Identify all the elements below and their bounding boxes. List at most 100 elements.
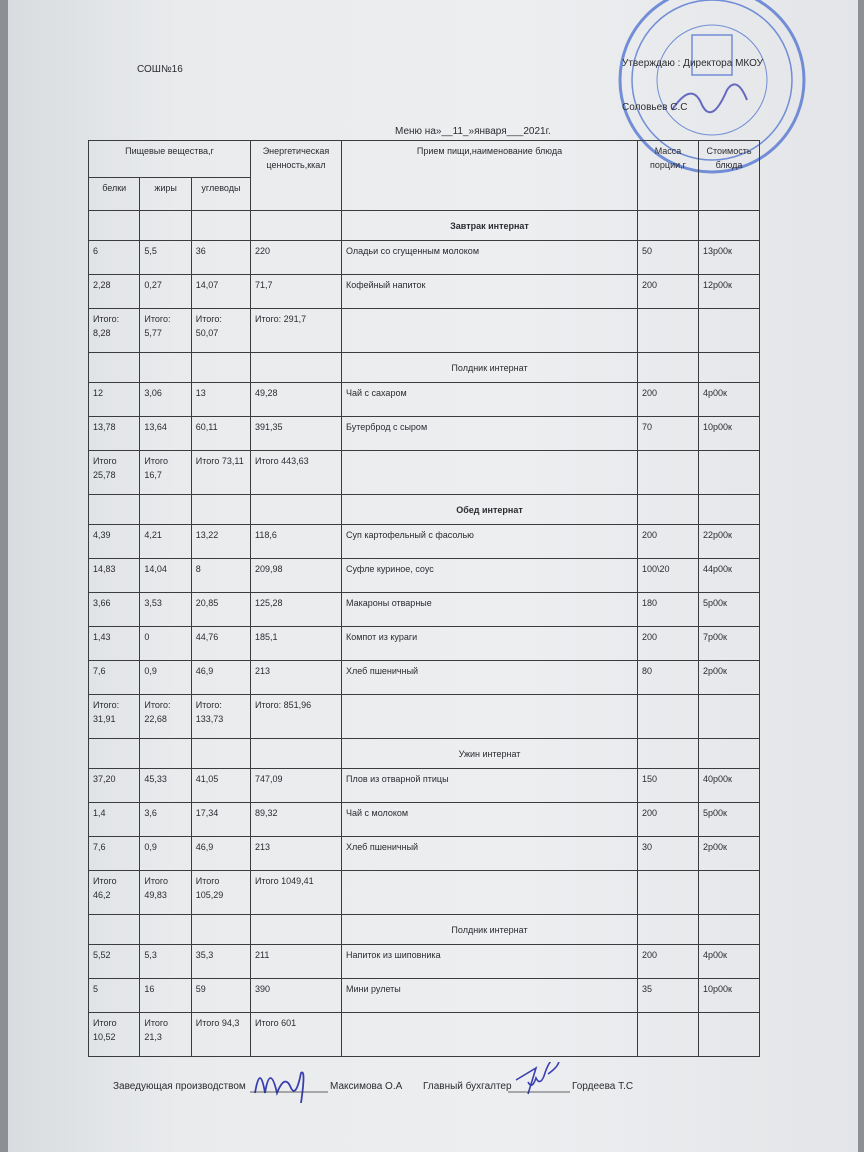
fat-cell: Итого: 22,68 bbox=[139, 694, 192, 739]
table-row: 4,39 4,21 13,22 118,6 Суп картофельный с фас… bbox=[87, 524, 760, 559]
cost-cell: 10р00к bbox=[698, 978, 760, 1013]
protein-cell: 37,20 bbox=[87, 768, 141, 803]
total-row: Итого: 31,91 Итого: 22,68 Итого: 133,73 Ито… bbox=[87, 694, 760, 739]
fat-cell: Итого 49,83 bbox=[139, 870, 192, 915]
protein-cell: Итого 46,2 bbox=[87, 870, 141, 915]
cost-cell: 4р00к bbox=[698, 382, 760, 417]
total-row: Итого 25,78 Итого 16,7 Итого 73,11 Итого 44… bbox=[87, 450, 760, 495]
accountant-label: Главный бухгалтер bbox=[423, 1081, 512, 1092]
empty-cell bbox=[139, 494, 192, 525]
carbs-cell: 46,9 bbox=[190, 836, 252, 871]
energy-cell: 118,6 bbox=[250, 524, 342, 559]
table-row: 12 3,06 13 49,28 Чай с сахаром 200 4р00к bbox=[87, 382, 760, 417]
dish-cell: Полдник интернат bbox=[341, 914, 638, 945]
page-title: Меню на»__11_»января___2021г. bbox=[395, 126, 551, 137]
energy-cell: 209,98 bbox=[250, 558, 342, 593]
header-cost: Стоимость блюда bbox=[698, 140, 760, 211]
carbs-cell: 35,3 bbox=[190, 944, 252, 979]
carbs-cell: 46,9 bbox=[190, 660, 252, 695]
table-row: 1,43 0 44,76 185,1 Компот из кураги 200 7р00к bbox=[87, 626, 760, 661]
fat-cell: 14,04 bbox=[139, 558, 192, 593]
table-row: 3,66 3,53 20,85 125,28 Макароны отварные 180 5… bbox=[87, 592, 760, 627]
empty-cell bbox=[250, 494, 342, 525]
mass-cell: 150 bbox=[637, 768, 699, 803]
table-row: 7,6 0,9 46,9 213 Хлеб пшеничный 30 2р00к bbox=[87, 836, 760, 871]
energy-cell: 213 bbox=[250, 660, 342, 695]
fat-cell: 5,3 bbox=[139, 944, 192, 979]
carbs-cell: 20,85 bbox=[190, 592, 252, 627]
protein-cell: Итого: 8,28 bbox=[87, 308, 141, 353]
cost-cell: 13р00к bbox=[698, 240, 760, 275]
energy-cell: 747,09 bbox=[250, 768, 342, 803]
energy-cell: Итого: 851,96 bbox=[250, 694, 342, 739]
section-row: Обед интернат bbox=[87, 494, 760, 525]
mass-cell: 200 bbox=[637, 524, 699, 559]
cost-cell: 2р00к bbox=[698, 836, 760, 871]
table-row: 37,20 45,33 41,05 747,09 Плов из отварной пт… bbox=[87, 768, 760, 803]
carbs-cell: Итого 105,29 bbox=[190, 870, 252, 915]
dish-cell: Кофейный напиток bbox=[341, 274, 638, 309]
fat-cell: 0,9 bbox=[139, 836, 192, 871]
fat-cell: Итого 21,3 bbox=[139, 1012, 192, 1057]
total-row: Итого: 8,28 Итого: 5,77 Итого: 50,07 Итого:… bbox=[87, 308, 760, 353]
empty-cell bbox=[190, 352, 252, 383]
table-row: 13,78 13,64 60,11 391,35 Бутерброд с сыром 70… bbox=[87, 416, 760, 451]
empty-cell bbox=[139, 738, 192, 769]
dish-cell: Бутерброд с сыром bbox=[341, 416, 638, 451]
carbs-cell: 13 bbox=[190, 382, 252, 417]
carbs-cell: 17,34 bbox=[190, 802, 252, 837]
total-row: Итого 10,52 Итого 21,3 Итого 94,3 Итого 601 bbox=[87, 1012, 760, 1057]
protein-cell: 3,66 bbox=[87, 592, 141, 627]
empty-cell bbox=[698, 210, 760, 241]
empty-cell bbox=[87, 210, 141, 241]
energy-cell: 390 bbox=[250, 978, 342, 1013]
carbs-cell: Итого 73,11 bbox=[190, 450, 252, 495]
fat-cell: 45,33 bbox=[139, 768, 192, 803]
empty-cell bbox=[190, 494, 252, 525]
mass-cell: 50 bbox=[637, 240, 699, 275]
protein-cell: 13,78 bbox=[87, 416, 141, 451]
energy-cell: 185,1 bbox=[250, 626, 342, 661]
dish-cell bbox=[341, 1012, 638, 1057]
cost-cell: 44р00к bbox=[698, 558, 760, 593]
cost-cell: 4р00к bbox=[698, 944, 760, 979]
protein-cell: 14,83 bbox=[87, 558, 141, 593]
energy-cell: Итого: 291,7 bbox=[250, 308, 342, 353]
empty-cell bbox=[250, 210, 342, 241]
energy-cell: 125,28 bbox=[250, 592, 342, 627]
carbs-cell: 60,11 bbox=[190, 416, 252, 451]
protein-cell: 7,6 bbox=[87, 660, 141, 695]
protein-cell: Итого 10,52 bbox=[87, 1012, 141, 1057]
header-protein: белки bbox=[87, 177, 141, 211]
production-label: Заведующая производством bbox=[113, 1081, 246, 1092]
empty-cell bbox=[637, 210, 699, 241]
cost-cell bbox=[698, 450, 760, 495]
energy-cell: 391,35 bbox=[250, 416, 342, 451]
empty-cell bbox=[139, 914, 192, 945]
mass-cell: 200 bbox=[637, 944, 699, 979]
protein-cell: 1,4 bbox=[87, 802, 141, 837]
dish-cell: Суп картофельный с фасолью bbox=[341, 524, 638, 559]
carbs-cell: 8 bbox=[190, 558, 252, 593]
fat-cell: 0 bbox=[139, 626, 192, 661]
fat-cell: 3,53 bbox=[139, 592, 192, 627]
approval-text: Утверждаю : Директора МКОУ bbox=[622, 58, 764, 69]
table-row: 14,83 14,04 8 209,98 Суфле куриное, соус 100\… bbox=[87, 558, 760, 593]
mass-cell: 80 bbox=[637, 660, 699, 695]
accountant-name: Гордеева Т.С bbox=[572, 1081, 634, 1092]
dish-cell bbox=[341, 694, 638, 739]
dish-cell: Плов из отварной птицы bbox=[341, 768, 638, 803]
empty-cell bbox=[698, 352, 760, 383]
fat-cell: 16 bbox=[139, 978, 192, 1013]
mass-cell: 200 bbox=[637, 382, 699, 417]
mass-cell: 200 bbox=[637, 802, 699, 837]
dish-cell: Завтрак интернат bbox=[341, 210, 638, 241]
dish-cell: Обед интернат bbox=[341, 494, 638, 525]
protein-cell: 5,52 bbox=[87, 944, 141, 979]
cost-cell: 5р00к bbox=[698, 802, 760, 837]
dish-cell: Чай с молоком bbox=[341, 802, 638, 837]
header-nutrients: Пищевые вещества,г bbox=[88, 140, 251, 178]
carbs-cell: Итого: 50,07 bbox=[190, 308, 252, 353]
empty-cell bbox=[250, 352, 342, 383]
header-energy: Энергетическая ценность,ккал bbox=[250, 140, 342, 211]
